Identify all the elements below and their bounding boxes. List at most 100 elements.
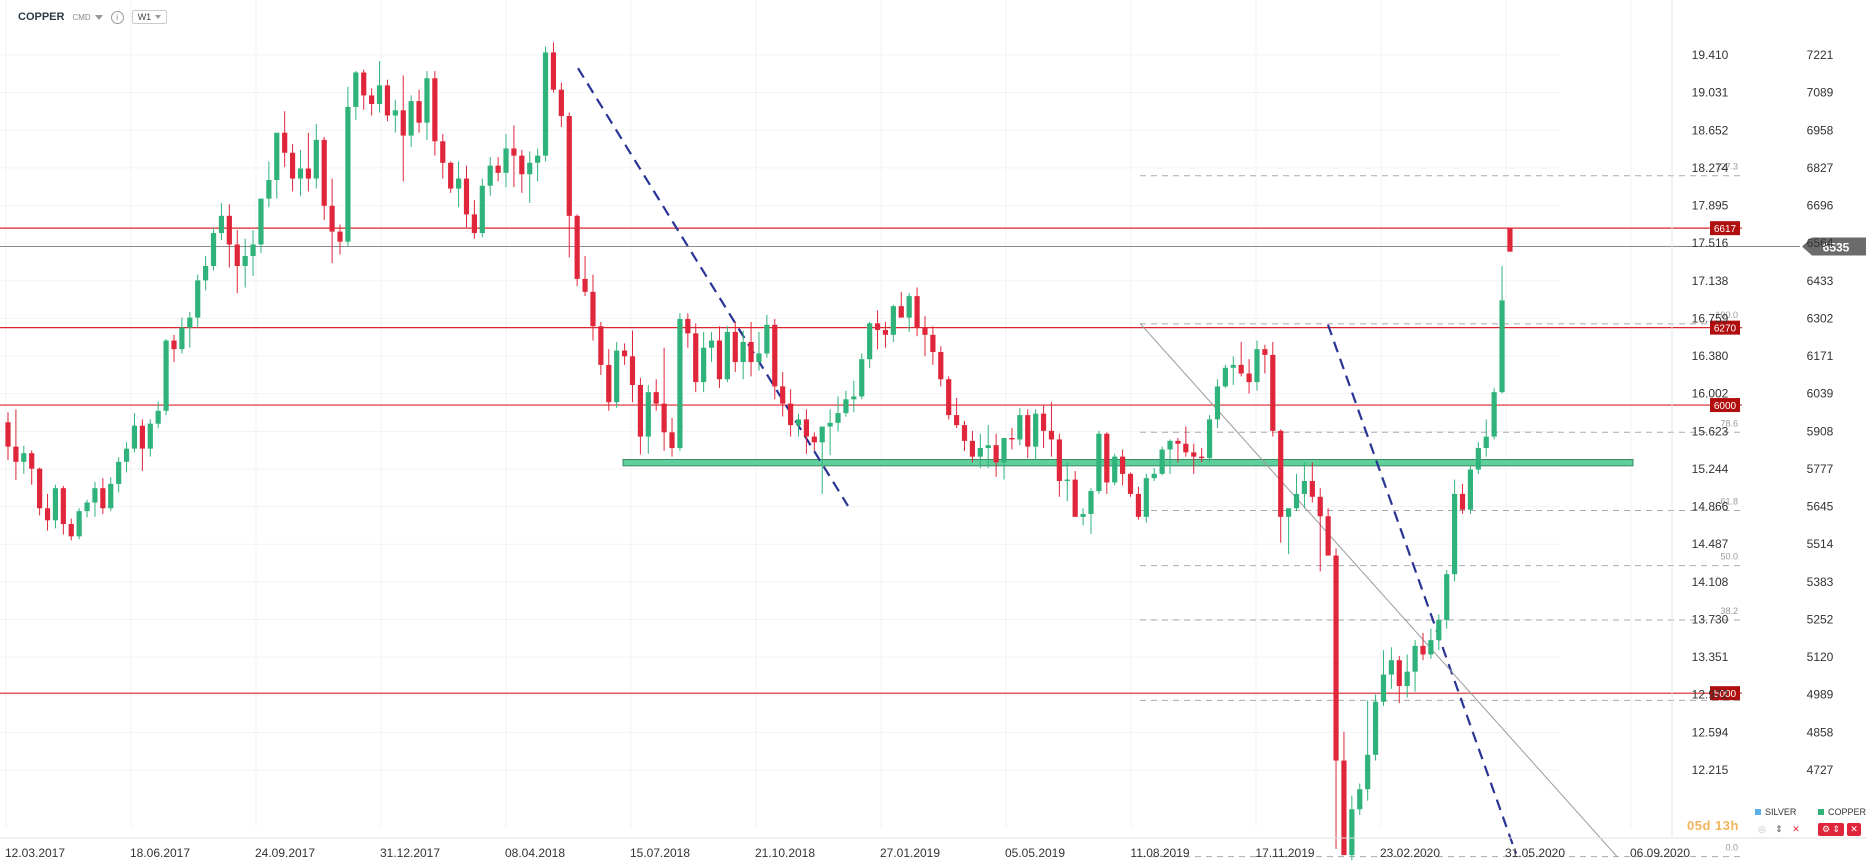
- candle-body: [21, 453, 27, 462]
- support-zone: [622, 459, 1634, 467]
- price-tick-label: 12.215: [1692, 763, 1729, 777]
- fib-level-label: 100.0: [1715, 310, 1738, 320]
- candle-body: [1317, 496, 1323, 517]
- legend-silver[interactable]: SILVER: [1755, 807, 1796, 817]
- candle-body: [392, 110, 398, 116]
- candle-body: [874, 323, 881, 330]
- alt-price-tick-label: 6958: [1807, 123, 1834, 137]
- candle-body: [503, 148, 509, 173]
- alt-price-tick-label: 4989: [1807, 688, 1834, 702]
- alt-price-tick-label: 5777: [1807, 462, 1834, 476]
- timeframe-select[interactable]: W1: [131, 10, 168, 24]
- candle-body: [1025, 415, 1031, 447]
- candle-body: [1238, 364, 1244, 374]
- candle-body: [843, 399, 849, 414]
- candle-body: [463, 178, 470, 215]
- candle-body: [1206, 419, 1213, 459]
- sort-icon[interactable]: ⇕: [1775, 824, 1783, 834]
- candle-body: [1040, 413, 1047, 431]
- candle-body: [305, 168, 311, 179]
- candle-body: [60, 488, 66, 525]
- candle-body: [645, 392, 651, 437]
- support-zone-layer: [622, 459, 1634, 467]
- candle-body: [187, 317, 193, 328]
- settings-icon[interactable]: ⚙ ⇕: [1818, 823, 1844, 836]
- alt-price-tick-label: 5645: [1807, 500, 1834, 514]
- candle-body: [116, 461, 122, 484]
- symbol-name[interactable]: COPPER: [18, 11, 65, 23]
- candle-body: [376, 85, 383, 105]
- info-icon[interactable]: i: [110, 10, 124, 24]
- candle-body: [1372, 701, 1379, 755]
- time-tick-label: 27.01.2019: [880, 846, 940, 860]
- candle-body: [1120, 456, 1126, 474]
- candle-body: [297, 168, 304, 179]
- time-tick-label: 24.09.2017: [255, 846, 315, 860]
- candle-body: [258, 198, 264, 245]
- candle-body: [574, 215, 580, 279]
- candle-body: [1017, 415, 1023, 440]
- candle-body: [1475, 448, 1481, 470]
- candle-body: [550, 52, 557, 90]
- silver-controls: ◎ ⇕ ✕: [1755, 823, 1803, 836]
- current-price-label: 6535: [1823, 241, 1850, 255]
- level-tag-label: 6000: [1714, 401, 1737, 412]
- candle-body: [369, 95, 375, 105]
- legend-copper[interactable]: COPPER: [1818, 807, 1866, 817]
- level-tag: [1710, 320, 1740, 335]
- fib-level-label: 127.3: [1715, 162, 1738, 172]
- candle-body: [400, 110, 406, 136]
- alt-price-tick-label: 6302: [1807, 311, 1834, 325]
- alt-price-tick-label: 5252: [1807, 612, 1834, 626]
- candle-body: [84, 502, 90, 512]
- alt-price-tick-label: 5120: [1807, 650, 1834, 664]
- close-icon[interactable]: ✕: [1792, 824, 1800, 834]
- candle-body: [76, 511, 82, 537]
- level-tag: [1710, 221, 1740, 236]
- candle-body: [1009, 438, 1015, 440]
- candle-body: [882, 329, 889, 335]
- candle-body: [432, 78, 438, 142]
- candle-body: [637, 384, 643, 437]
- alt-price-tick-label: 5514: [1807, 537, 1834, 551]
- chart-grid: [0, 0, 1632, 828]
- price-tick-label: 13.351: [1692, 650, 1729, 664]
- alt-price-tick-label: 6696: [1807, 199, 1834, 213]
- candle-body: [226, 215, 232, 245]
- candle-body: [495, 165, 501, 173]
- level-tag-label: 5000: [1714, 689, 1737, 700]
- candle-body: [542, 52, 549, 156]
- time-tick-label: 12.03.2017: [5, 846, 65, 860]
- candle-body: [1444, 574, 1450, 621]
- candle-body: [1222, 367, 1228, 387]
- candle-body: [1127, 473, 1134, 494]
- eye-icon[interactable]: ◎: [1758, 824, 1766, 834]
- candle-body: [811, 436, 817, 443]
- candle-body: [1452, 493, 1458, 575]
- candle-body: [1262, 349, 1268, 355]
- candle-body: [337, 231, 343, 242]
- alt-price-tick-label: 6171: [1807, 349, 1834, 363]
- price-tick-label: 16.380: [1692, 349, 1729, 363]
- candle-body: [52, 488, 59, 521]
- candle-body: [1420, 645, 1426, 655]
- candle-body: [930, 334, 936, 353]
- candle-body: [1096, 433, 1102, 492]
- candle-body: [108, 483, 114, 509]
- candle-body: [1230, 364, 1236, 368]
- fib-level-label: 38.2: [1720, 606, 1738, 616]
- candle-body: [139, 425, 145, 449]
- price-tick-label: 17.516: [1692, 236, 1729, 250]
- close-icon[interactable]: ✕: [1847, 823, 1861, 836]
- chevron-down-icon[interactable]: [94, 14, 103, 20]
- candle-body: [361, 72, 367, 96]
- candle-body: [1278, 430, 1284, 517]
- candle-body: [938, 352, 944, 380]
- candle-body: [859, 359, 865, 397]
- candle-body: [961, 425, 968, 441]
- candle-body: [266, 179, 272, 199]
- price-tick-label: 12.972: [1692, 688, 1729, 702]
- time-tick-label: 31.05.2020: [1505, 846, 1565, 860]
